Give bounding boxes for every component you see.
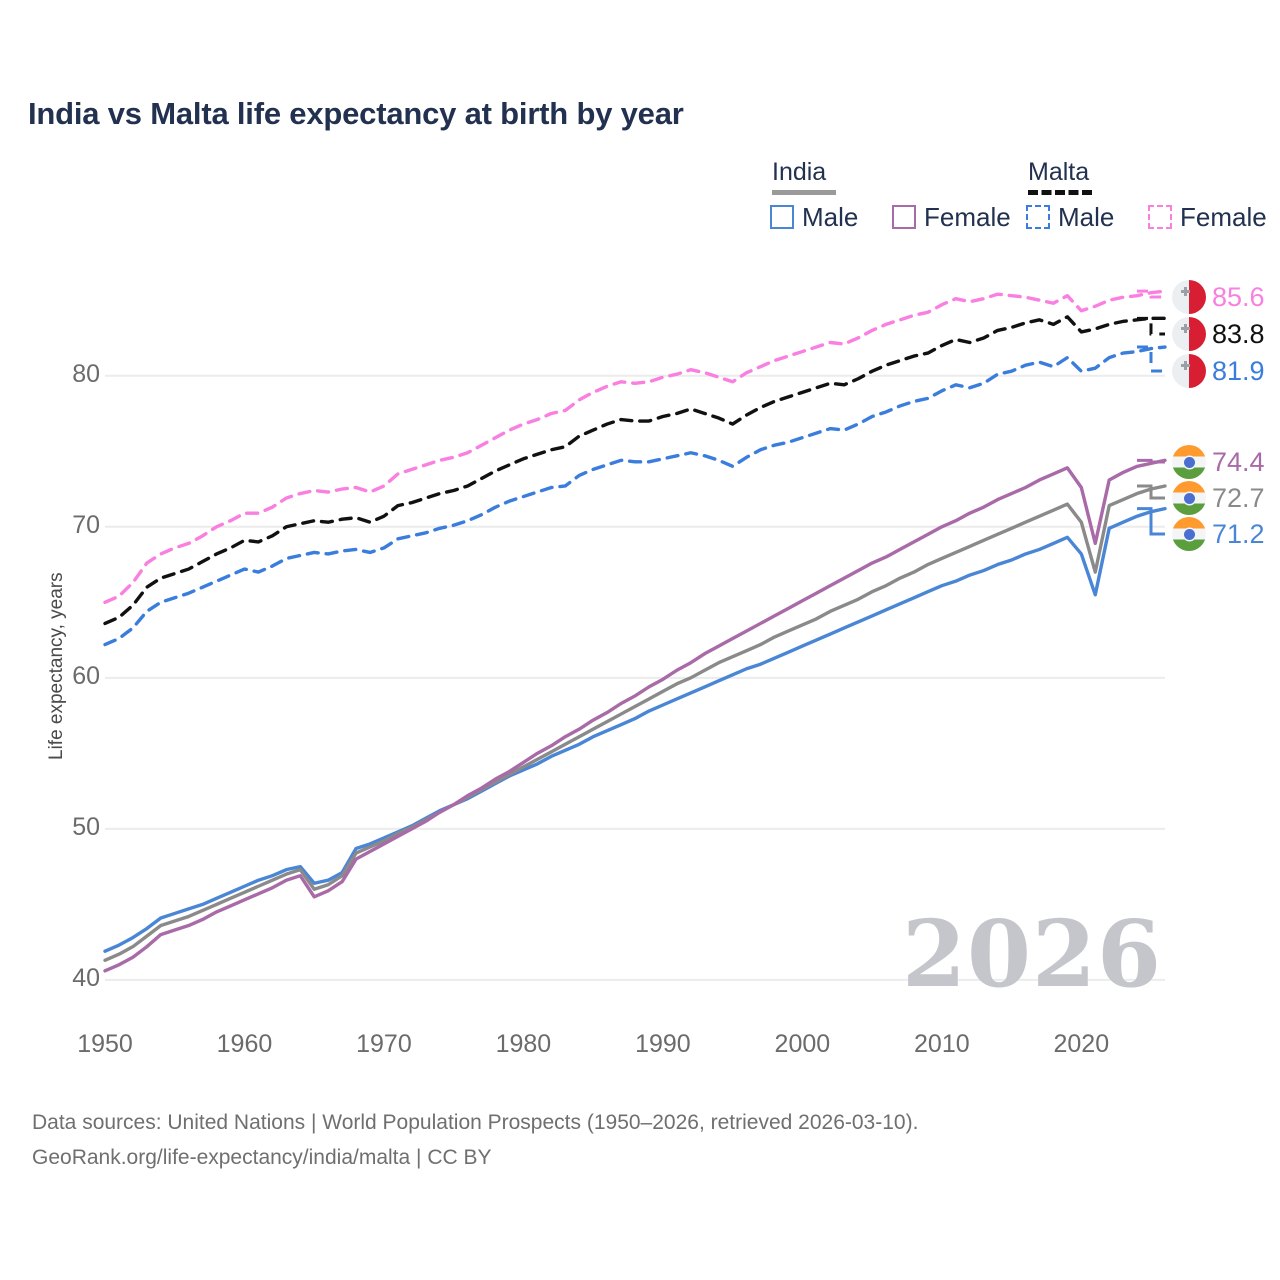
connector-india-total [1137,484,1165,500]
legend-swatch-icon-india-male [770,205,794,229]
legend-rule-india [772,190,836,195]
legend-item-india-male[interactable]: Male [770,204,858,230]
legend-group-malta: Malta [1028,158,1090,186]
malta-flag-icon [1172,354,1206,388]
end-label-india-total: 72.7 [1172,481,1265,515]
y-tick-label: 60 [72,661,100,690]
footer-line-license: GeoRank.org/life-expectancy/india/malta … [32,1145,492,1169]
end-value-india-total: 72.7 [1212,482,1265,513]
y-axis-title: Life expectancy, years [46,572,67,760]
x-tick-label: 2020 [1053,1030,1110,1058]
end-value-malta-female: 85.6 [1212,281,1265,312]
end-value-india-female: 74.4 [1212,446,1265,477]
malta-flag-icon [1172,317,1206,351]
legend-item-malta-male[interactable]: Male [1026,204,1114,230]
connector-malta-total [1137,316,1165,336]
footer-line-sources: Data sources: United Nations | World Pop… [32,1111,919,1134]
india-flag-icon [1172,517,1206,551]
end-value-malta-male: 81.9 [1212,355,1265,386]
end-value-india-male: 71.2 [1212,518,1265,549]
legend-swatch-icon-malta-male [1026,205,1050,229]
legend-swatch-icon-malta-female [1148,205,1172,229]
year-watermark: 2026 [901,900,1162,1008]
end-label-india-female: 74.4 [1172,445,1265,479]
india-flag-icon [1172,481,1206,515]
x-tick-label: 2000 [774,1030,831,1058]
x-tick-label: 1950 [77,1030,133,1058]
malta-flag-icon [1172,280,1206,314]
series-line-india-female [103,458,1167,973]
legend-swatch-icon-india-female [892,205,916,229]
legend-label-malta-male: Male [1058,202,1115,232]
connector-india-male [1137,507,1165,536]
connector-india-female [1137,458,1165,464]
series-line-malta-female [103,289,1167,604]
legend-item-malta-female[interactable]: Female [1148,204,1267,230]
y-tick-label: 40 [72,963,100,992]
series-line-malta-male [103,345,1167,647]
legend-item-india-female[interactable]: Female [892,204,1011,230]
end-value-malta-total: 83.8 [1212,318,1265,349]
x-tick-label: 1970 [356,1030,412,1058]
end-label-malta-female: 85.6 [1172,280,1265,314]
gridlines [105,374,1165,981]
legend-label-india-male: Male [802,202,859,232]
y-tick-label: 80 [72,359,100,388]
series-line-india-total [103,484,1167,962]
legend-label-malta-female: Female [1180,202,1267,232]
india-flag-icon [1172,445,1206,479]
connector-malta-female [1137,289,1165,299]
y-tick-label: 70 [72,510,100,539]
chart-legend: India Malta Male Female Male Female [760,158,1267,244]
connector-malta-male [1137,345,1165,373]
series-line-malta-total [103,315,1167,626]
end-label-malta-total: 83.8 [1172,317,1265,351]
x-tick-label: 2010 [914,1030,970,1058]
end-label-india-male: 71.2 [1172,517,1265,551]
page-title: India vs Malta life expectancy at birth … [28,96,684,131]
x-tick-label: 1960 [216,1030,273,1058]
legend-group-india: India [772,158,827,186]
legend-label-india-female: Female [924,202,1011,232]
y-tick-label: 50 [72,812,100,841]
end-label-malta-male: 81.9 [1172,354,1265,388]
series-line-india-male [103,506,1167,953]
series-lines [103,289,1167,973]
label-connectors [1137,289,1165,536]
x-tick-label: 1980 [495,1030,552,1058]
footer-attribution: Data sources: United Nations | World Pop… [32,1106,918,1175]
legend-rule-malta [1028,190,1092,195]
x-tick-label: 1990 [635,1030,691,1058]
